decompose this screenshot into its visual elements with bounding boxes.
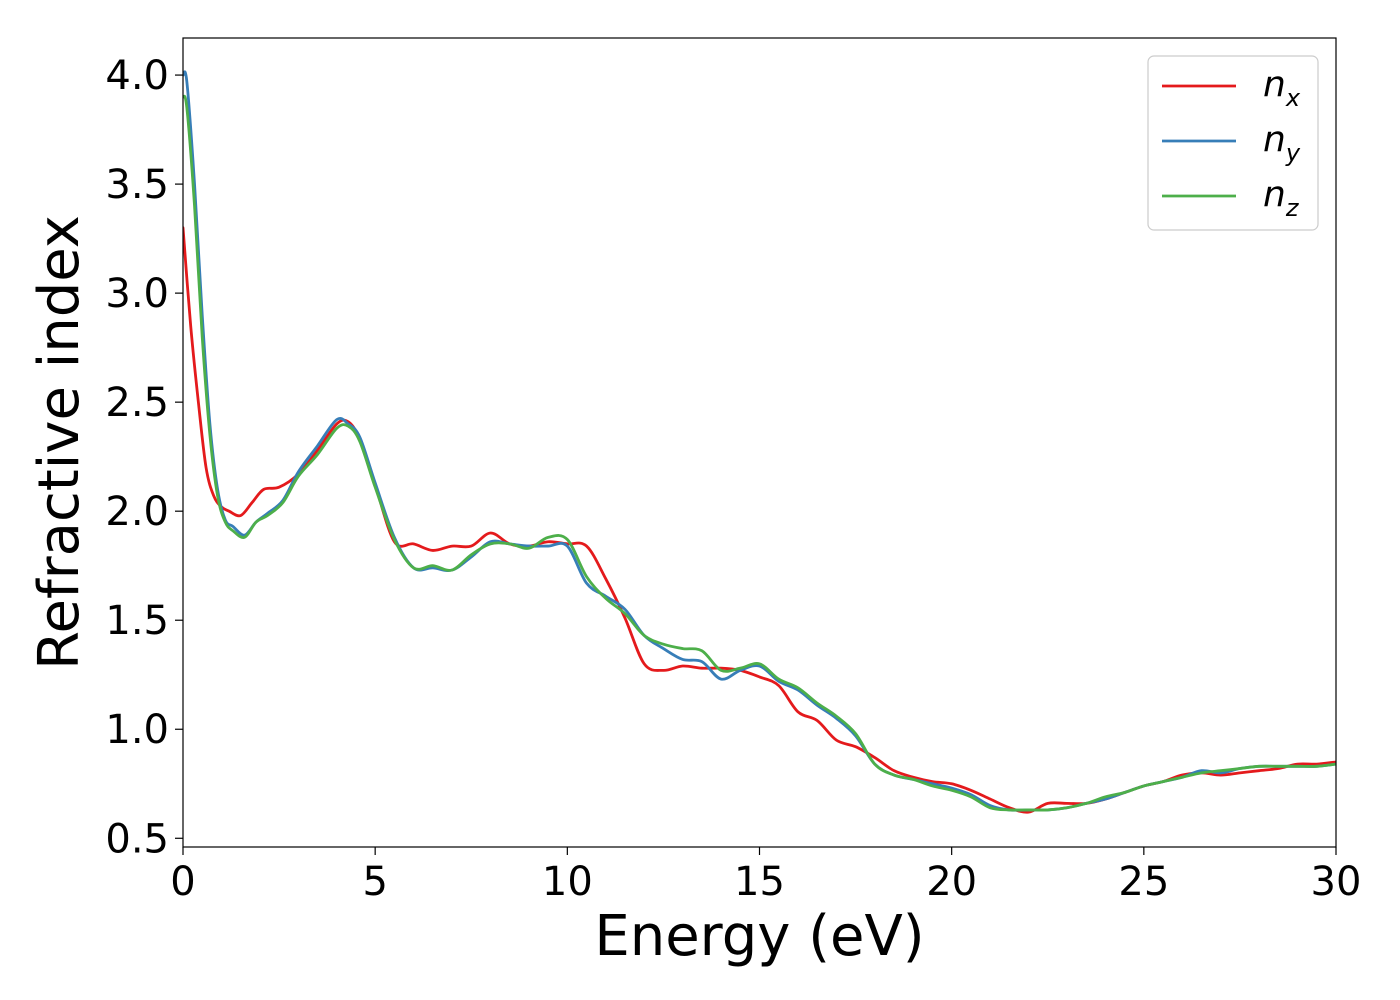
x-tick-label: 0: [170, 859, 195, 905]
series-lines: [183, 70, 1336, 814]
x-tick-label: 20: [926, 859, 977, 905]
x-tick-label: 25: [1118, 859, 1169, 905]
legend-label-base: n: [1263, 119, 1286, 160]
legend-label-base: n: [1263, 174, 1286, 215]
legend-box: [1147, 55, 1319, 231]
legend-label-subscript: z: [1285, 194, 1300, 222]
x-tick-label: 30: [1311, 859, 1362, 905]
legend-label-subscript: x: [1285, 84, 1301, 112]
x-tick-label: 10: [542, 859, 593, 905]
y-tick-label: 0.5: [105, 816, 169, 862]
y-tick-label: 3.0: [105, 271, 169, 317]
legend-label-x: nx: [1263, 64, 1301, 112]
y-axis-ticks: 0.5 1.0 1.5 2.0 2.5 3.0 3.5 4.0: [105, 53, 183, 862]
legend-label-subscript: y: [1285, 139, 1301, 167]
x-axis-title: Energy (eV): [594, 904, 924, 969]
x-tick-label: 5: [362, 859, 387, 905]
y-tick-label: 2.0: [105, 489, 169, 535]
y-axis-title: Refractive index: [27, 215, 92, 670]
legend-label-y: ny: [1263, 119, 1301, 167]
y-tick-label: 4.0: [105, 53, 169, 99]
x-axis-ticks: 0 5 10 15 20 25 30: [170, 847, 1361, 905]
y-tick-label: 2.5: [105, 380, 169, 426]
x-tick-label: 15: [734, 859, 785, 905]
series-line-z: [183, 94, 1336, 812]
legend-label-base: n: [1263, 64, 1286, 105]
legend-label-z: nz: [1263, 174, 1300, 222]
y-tick-label: 1.5: [105, 598, 169, 644]
series-line-x: [183, 226, 1336, 814]
y-tick-label: 1.0: [105, 707, 169, 753]
y-tick-label: 3.5: [105, 162, 169, 208]
